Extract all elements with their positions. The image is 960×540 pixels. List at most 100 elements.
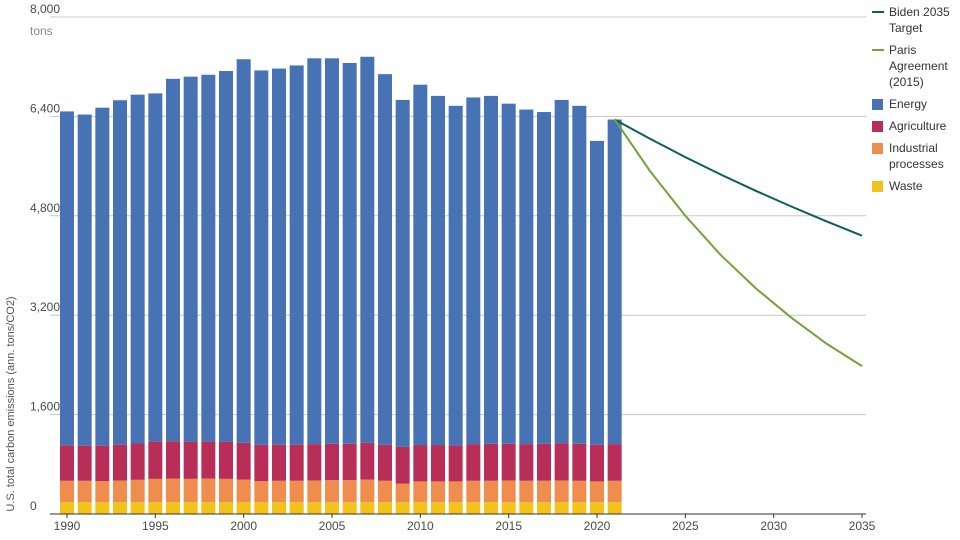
- x-tick-label: 2000: [230, 519, 257, 533]
- legend-swatch: [872, 143, 883, 154]
- bar-segment-waste: [183, 502, 198, 514]
- legend-label: Agriculture: [889, 119, 947, 133]
- legend-label: Energy: [889, 97, 928, 111]
- bar-segment-industrial-processes: [378, 480, 392, 503]
- legend-swatch: [872, 99, 883, 110]
- legend-item: Industrial processes: [872, 140, 958, 172]
- legend-label: Waste: [889, 179, 923, 193]
- bar-segment-energy: [378, 74, 392, 445]
- bar-segment-industrial-processes: [183, 478, 198, 503]
- bar-segment-industrial-processes: [219, 478, 233, 503]
- bar-segment-industrial-processes: [60, 480, 74, 503]
- legend-swatch: [872, 49, 884, 51]
- bar-segment-agriculture: [236, 442, 251, 480]
- bar-segment-energy: [607, 119, 622, 445]
- legend-label: Industrial processes: [889, 141, 944, 171]
- bar-segment-waste: [254, 502, 269, 514]
- bar-segment-agriculture: [272, 444, 286, 481]
- y-axis-label: U.S. total carbon emissions (ann. tons/C…: [5, 296, 17, 511]
- bar-segment-industrial-processes: [236, 479, 251, 503]
- bar-segment-agriculture: [130, 443, 145, 480]
- bar-segment-agriculture: [519, 444, 534, 481]
- bar-segment-waste: [60, 502, 74, 514]
- bar-segment-energy: [395, 99, 410, 447]
- bar-segment-industrial-processes: [130, 479, 145, 503]
- x-axis-ticks: 1990 1995 2000 2005 2010 2015 2020 2025 2030 2035: [54, 514, 876, 533]
- bar-segment-agriculture: [325, 443, 339, 481]
- bar-segment-energy: [95, 107, 110, 446]
- bar-segment-energy: [254, 70, 269, 445]
- bar-segment-energy: [148, 93, 163, 442]
- bar-segment-waste: [360, 502, 375, 514]
- bar-segment-energy: [590, 140, 604, 445]
- x-tick-label: 2025: [672, 519, 699, 533]
- bar-segment-waste: [537, 502, 551, 514]
- bar-segment-waste: [325, 502, 339, 514]
- bar-segment-waste: [590, 502, 604, 514]
- legend-item: Waste: [872, 178, 958, 194]
- bar-segment-agriculture: [95, 445, 110, 482]
- bar-segment-energy: [554, 99, 569, 444]
- bar-segment-agriculture: [413, 445, 428, 482]
- bar-segment-waste: [289, 502, 304, 514]
- bar-segment-industrial-processes: [148, 478, 163, 503]
- x-tick-label: 2005: [319, 519, 346, 533]
- legend-label: Biden 2035 Target: [889, 5, 950, 35]
- bar-segment-industrial-processes: [448, 481, 463, 503]
- bar-segment-energy: [77, 114, 92, 446]
- y-axis-ticks: 0 1,600 3,200 4,800 6,400 8,000: [30, 2, 60, 513]
- bar-segment-waste: [113, 502, 127, 514]
- x-tick-label: 2035: [849, 519, 876, 533]
- bar-segment-agriculture: [201, 441, 216, 479]
- bar-segment-agriculture: [537, 443, 551, 481]
- bar-segment-industrial-processes: [572, 480, 587, 503]
- bar-segment-waste: [607, 502, 622, 514]
- bar-segment-agriculture: [501, 443, 516, 481]
- bar-segment-industrial-processes: [431, 481, 445, 503]
- bar-segment-industrial-processes: [77, 480, 92, 503]
- x-tick-label: 2020: [584, 519, 611, 533]
- legend-swatch: [872, 181, 883, 192]
- bar-segment-industrial-processes: [466, 480, 481, 503]
- stacked-bars: [60, 56, 622, 514]
- unit-label: tons: [30, 24, 53, 38]
- bar-segment-agriculture: [607, 444, 622, 481]
- line-paris-agreement-2015: [613, 118, 863, 367]
- x-tick-label: 2015: [495, 519, 522, 533]
- bar-segment-energy: [466, 97, 481, 445]
- bar-segment-waste: [219, 502, 233, 514]
- legend-label: Paris Agreement (2015): [889, 43, 948, 89]
- bar-segment-agriculture: [166, 441, 180, 479]
- bar-segment-waste: [378, 502, 392, 514]
- bar-segment-industrial-processes: [307, 480, 322, 503]
- bar-segment-industrial-processes: [607, 480, 622, 503]
- bar-segment-agriculture: [572, 443, 587, 481]
- bar-segment-energy: [431, 95, 445, 446]
- legend-item: Energy: [872, 96, 958, 112]
- y-tick-label: 4,800: [30, 201, 60, 215]
- legend-item: Paris Agreement (2015): [872, 42, 958, 90]
- bar-segment-industrial-processes: [342, 480, 357, 503]
- bar-segment-waste: [236, 502, 251, 514]
- bar-segment-industrial-processes: [254, 481, 269, 503]
- bar-segment-agriculture: [484, 443, 498, 481]
- bar-segment-energy: [219, 71, 233, 442]
- bar-segment-waste: [307, 502, 322, 514]
- bar-segment-agriculture: [431, 445, 445, 482]
- bar-segment-energy: [572, 105, 587, 444]
- bar-segment-industrial-processes: [272, 480, 286, 503]
- line-biden-2035-target: [614, 118, 863, 237]
- bar-segment-industrial-processes: [360, 479, 375, 503]
- bar-segment-waste: [395, 502, 410, 514]
- projection-lines: [613, 118, 863, 367]
- bar-segment-industrial-processes: [590, 481, 604, 503]
- bar-segment-energy: [307, 58, 322, 445]
- bar-segment-agriculture: [466, 444, 481, 481]
- y-tick-label: 1,600: [30, 400, 60, 414]
- bar-segment-waste: [448, 502, 463, 514]
- bar-segment-waste: [519, 502, 534, 514]
- bar-segment-industrial-processes: [501, 480, 516, 503]
- y-tick-label: 6,400: [30, 101, 60, 115]
- bar-segment-agriculture: [148, 441, 163, 479]
